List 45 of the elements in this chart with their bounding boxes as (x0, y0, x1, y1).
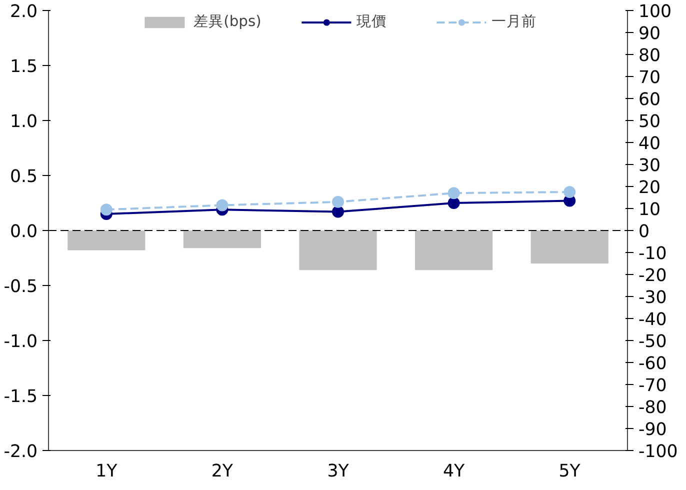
y-tick-label: -2.0 (4, 442, 38, 462)
x-tick-label: 1Y (96, 462, 118, 482)
point (448, 197, 460, 209)
point (216, 199, 228, 212)
y2-tick-label: -40 (638, 310, 667, 330)
y2-tick-label: -90 (638, 420, 667, 440)
y2-tick-label: -100 (638, 442, 678, 462)
y2-tick-label: -50 (638, 332, 667, 352)
y2-tick-label: -60 (638, 354, 667, 374)
y2-tick-label: -80 (638, 398, 667, 418)
y2-tick-label: -70 (638, 376, 667, 396)
y2-tick-label: 30 (638, 156, 661, 176)
point (100, 204, 112, 216)
y2-tick-label: 0 (638, 222, 650, 242)
point (448, 187, 460, 200)
y2-tick-label: 80 (638, 46, 661, 66)
y2-tick-label: 70 (638, 68, 661, 88)
point (564, 186, 576, 198)
y2-tick-label: -30 (638, 288, 667, 308)
y2-tick-label: 100 (638, 2, 672, 22)
x-tick-label: 5Y (558, 462, 581, 482)
y2-tick-label: 50 (638, 112, 661, 132)
y-tick-label: -0.5 (4, 277, 38, 297)
y2-tick-label: -10 (638, 244, 667, 264)
y-tick-label: 2.0 (10, 2, 38, 22)
legend-label: 差異(bps) (194, 12, 262, 31)
y-tick-label: -1.0 (4, 332, 38, 352)
y-tick-label: 0.5 (10, 167, 38, 187)
y2-tick-label: 20 (638, 178, 661, 198)
point (332, 196, 344, 208)
y2-tick-label: -20 (638, 266, 667, 286)
x-tick-label: 4Y (442, 462, 466, 482)
y-tick-label: 1.5 (10, 57, 38, 77)
y2-tick-label: 40 (638, 134, 661, 154)
legend-label: 一月前 (491, 12, 536, 31)
legend-label: 現價 (356, 12, 388, 31)
x-tick-label: 3Y (327, 462, 350, 482)
y-tick-label: 1.0 (10, 112, 38, 132)
y-tick-label: -1.5 (4, 387, 38, 407)
x-tick-label: 2Y (211, 462, 234, 482)
y2-tick-label: 60 (638, 90, 661, 110)
y2-tick-label: 90 (638, 24, 661, 44)
point (332, 206, 344, 218)
y-tick-label: 0.0 (10, 222, 38, 242)
y2-tick-label: 10 (638, 200, 661, 220)
